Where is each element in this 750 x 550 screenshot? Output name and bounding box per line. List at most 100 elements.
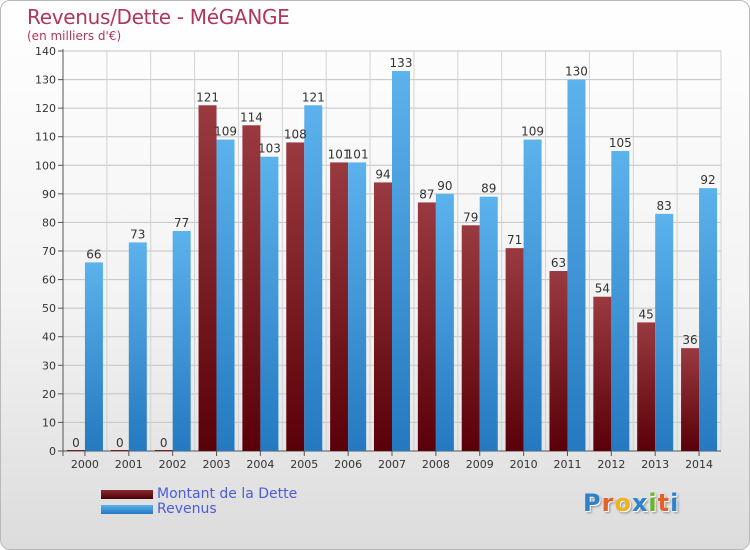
bar-dette	[505, 248, 524, 451]
y-tick-label: 20	[42, 388, 56, 401]
bars	[66, 71, 718, 452]
logo-letter: i	[648, 489, 658, 517]
legend-swatch-revenus	[101, 505, 153, 514]
x-tick-label: 2004	[246, 458, 274, 471]
bar-revenus	[435, 193, 454, 451]
bar-revenus	[611, 151, 630, 451]
data-label-dette: 94	[375, 167, 390, 181]
data-label-dette: 0	[72, 436, 80, 450]
x-tick-label: 2009	[466, 458, 494, 471]
data-label-revenus: 92	[700, 173, 715, 187]
data-label-revenus: 103	[258, 142, 281, 156]
legend-label-revenus: Revenus	[157, 501, 217, 517]
y-tick-label: 120	[35, 102, 56, 115]
y-tick-label: 110	[35, 131, 56, 144]
bar-revenus	[655, 213, 674, 451]
logo-letter: o	[614, 489, 632, 517]
data-label-revenus: 83	[657, 199, 672, 213]
bar-revenus	[172, 231, 191, 451]
data-label-dette: 114	[240, 110, 263, 124]
x-tick-label: 2003	[203, 458, 231, 471]
x-tick-label: 2001	[115, 458, 143, 471]
bar-revenus	[479, 196, 498, 451]
x-tick-label: 2006	[334, 458, 362, 471]
bar-revenus	[216, 139, 235, 452]
y-tick-label: 70	[42, 245, 56, 258]
data-label-dette: 121	[196, 90, 219, 104]
data-label-dette: 101	[328, 147, 351, 161]
bar-dette	[549, 271, 568, 451]
bar-revenus	[260, 156, 279, 451]
bar-revenus	[392, 71, 410, 451]
data-label-dette: 87	[419, 187, 434, 201]
y-tick-label: 90	[42, 188, 56, 201]
y-tick-label: 50	[42, 302, 56, 315]
data-label-revenus: 101	[346, 147, 369, 161]
bar-revenus	[128, 242, 147, 451]
bar-dette	[242, 125, 261, 452]
data-label-revenus: 77	[174, 216, 189, 230]
bar-dette	[374, 182, 392, 451]
bar-dette	[330, 162, 349, 451]
data-label-revenus: 109	[214, 125, 237, 139]
legend-label-dette: Montant de la Dette	[157, 486, 298, 502]
logo-letter: P	[583, 489, 602, 517]
data-label-revenus: 105	[609, 136, 632, 150]
x-tick-label: 2012	[597, 458, 625, 471]
bar-dette	[286, 142, 305, 451]
data-label-revenus: 130	[565, 65, 588, 79]
legend-swatch-dette	[101, 490, 153, 499]
y-tick-label: 10	[42, 416, 56, 429]
y-tick-label: 40	[42, 331, 56, 344]
chart-subtitle: (en milliers d'€)	[27, 29, 122, 43]
data-label-dette: 108	[284, 127, 307, 141]
y-tick-label: 100	[35, 159, 56, 172]
x-tick-label: 2005	[290, 458, 318, 471]
bar-dette	[154, 450, 173, 451]
logo-letter: i	[670, 489, 680, 517]
logo-letter: x	[631, 489, 649, 517]
bar-revenus	[523, 139, 542, 452]
data-label-dette: 79	[463, 210, 478, 224]
data-label-dette: 0	[116, 436, 124, 450]
proxiti-logo: Proxiti	[583, 489, 679, 517]
bar-dette	[110, 450, 129, 451]
data-label-revenus: 121	[302, 90, 325, 104]
x-tick-label: 2002	[159, 458, 187, 471]
bar-revenus	[699, 188, 718, 451]
y-tick-label: 30	[42, 359, 56, 372]
x-tick-label: 2007	[378, 458, 406, 471]
bar-dette	[461, 225, 480, 451]
logo-letter: t	[657, 489, 671, 517]
data-label-revenus: 90	[437, 179, 452, 193]
data-label-revenus: 109	[521, 125, 544, 139]
data-labels: 0660730771211091141031081211011019413387…	[72, 56, 716, 450]
data-label-dette: 45	[639, 307, 654, 321]
data-label-revenus: 66	[86, 247, 101, 261]
data-label-dette: 63	[551, 256, 566, 270]
data-label-revenus: 73	[130, 227, 145, 241]
bar-dette	[637, 322, 656, 451]
x-tick-label: 2008	[422, 458, 450, 471]
data-label-dette: 54	[595, 282, 610, 296]
data-label-revenus: 89	[481, 182, 496, 196]
y-tick-label: 60	[42, 274, 56, 287]
y-tick-label: 130	[35, 74, 56, 87]
bar-revenus	[348, 162, 367, 451]
y-tick-label: 0	[49, 445, 56, 458]
x-tick-label: 2011	[553, 458, 581, 471]
bar-dette	[681, 348, 700, 451]
x-tick-label: 2000	[71, 458, 99, 471]
x-tick-label: 2014	[685, 458, 713, 471]
x-tick-label: 2010	[510, 458, 538, 471]
bar-dette	[66, 450, 85, 451]
bar-dette	[417, 202, 436, 451]
axes: 0 10 20 30 40 50 60 70 80 90 100 110 120 130 140 2000 20…	[35, 45, 721, 471]
chart-title: Revenus/Dette - MéGANGE	[27, 5, 290, 29]
logo-letter: r	[601, 489, 615, 517]
bar-dette	[198, 105, 217, 452]
bar-revenus	[567, 79, 586, 452]
data-label-dette: 36	[682, 333, 697, 347]
